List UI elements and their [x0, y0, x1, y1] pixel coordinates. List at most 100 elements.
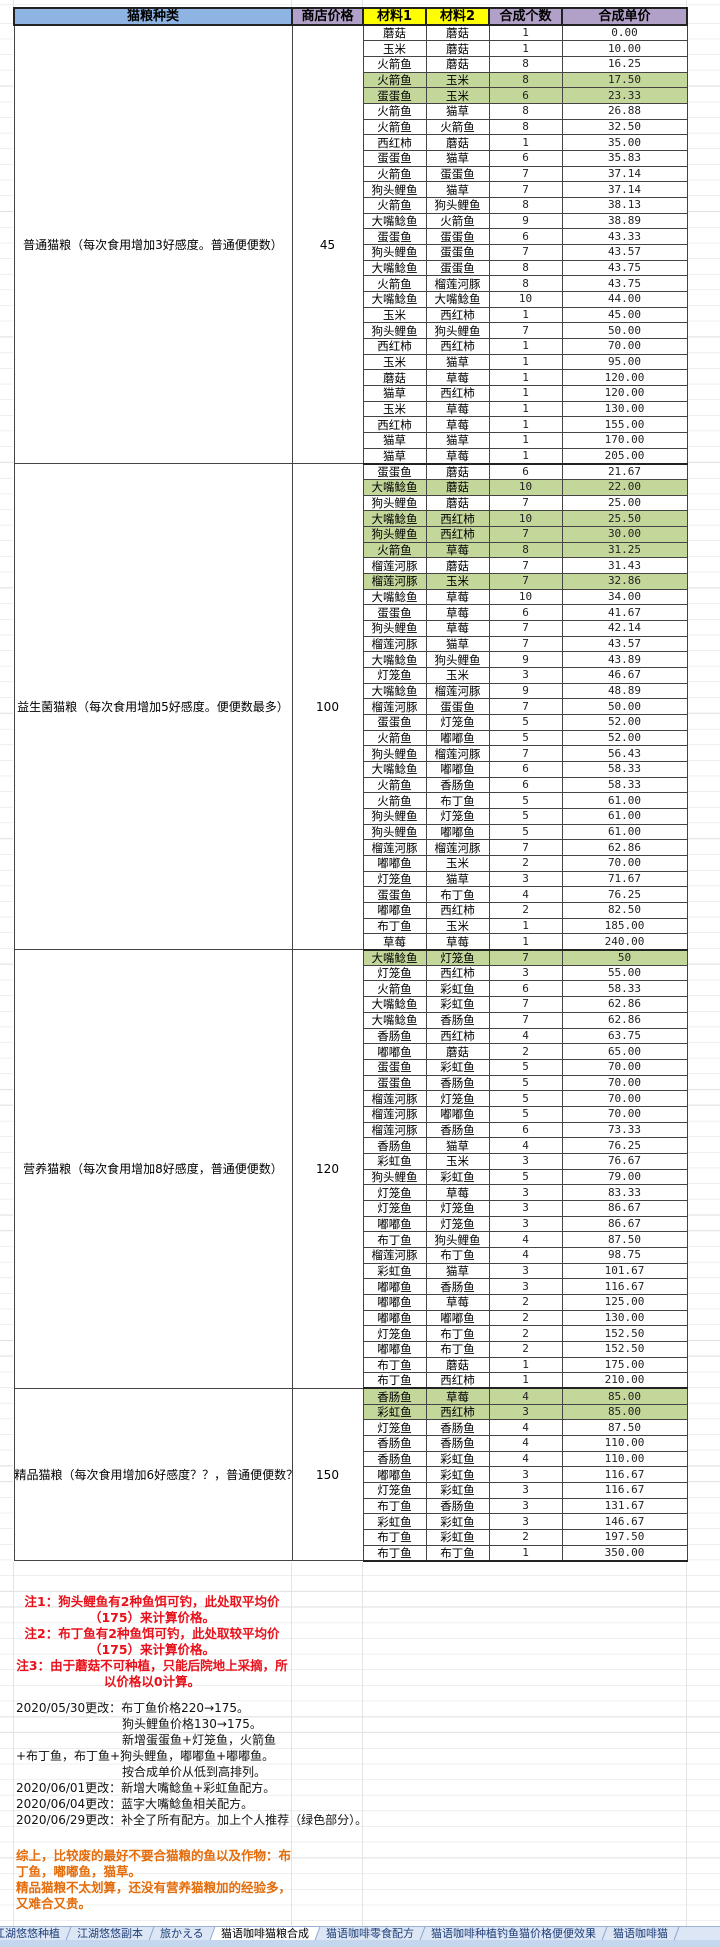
synth-count-cell[interactable]: 7 — [488, 165, 563, 183]
synth-count-cell[interactable]: 2 — [488, 1529, 563, 1546]
material-1-cell[interactable]: 火箭鱼 — [362, 71, 427, 89]
synth-count-cell[interactable]: 3 — [488, 1481, 563, 1499]
material-1-cell[interactable]: 香肠鱼 — [362, 1137, 427, 1154]
material-1-cell[interactable]: 灯笼鱼 — [362, 1481, 427, 1499]
material-1-cell[interactable]: 火箭鱼 — [362, 102, 427, 120]
material-1-cell[interactable]: 蘑菇 — [362, 24, 427, 42]
unit-price-cell[interactable]: 50.00 — [561, 322, 688, 339]
material-1-cell[interactable]: 火箭鱼 — [362, 196, 427, 214]
material-2-cell[interactable]: 火箭鱼 — [425, 212, 490, 230]
unit-price-cell[interactable]: 73.33 — [561, 1121, 688, 1139]
material-2-cell[interactable]: 布丁鱼 — [425, 886, 490, 904]
synth-count-cell[interactable]: 1 — [488, 933, 563, 951]
synth-count-cell[interactable]: 1 — [488, 40, 563, 57]
material-1-cell[interactable]: 蛋蛋鱼 — [362, 714, 427, 731]
material-1-cell[interactable]: 狗头鲤鱼 — [362, 823, 427, 841]
unit-price-cell[interactable]: 86.67 — [561, 1215, 688, 1233]
material-1-cell[interactable]: 蛋蛋鱼 — [362, 228, 427, 245]
material-2-cell[interactable]: 蘑菇 — [425, 55, 490, 73]
unit-price-cell[interactable]: 79.00 — [561, 1168, 688, 1186]
material-1-cell[interactable]: 嘟嘟鱼 — [362, 1293, 427, 1311]
synth-count-cell[interactable]: 7 — [488, 996, 563, 1013]
unit-price-cell[interactable]: 46.67 — [561, 667, 688, 684]
unit-price-cell[interactable]: 35.83 — [561, 149, 688, 167]
material-1-cell[interactable]: 榴莲河豚 — [362, 839, 427, 857]
synth-count-cell[interactable]: 5 — [488, 1058, 563, 1076]
material-2-cell[interactable]: 香肠鱼 — [425, 1497, 490, 1515]
synth-count-cell[interactable]: 9 — [488, 651, 563, 669]
material-2-cell[interactable]: 草莓 — [425, 416, 490, 433]
material-1-cell[interactable]: 玉米 — [362, 353, 427, 371]
sheet-tab[interactable]: 猫语咖啡猫 — [602, 1927, 680, 1940]
material-1-cell[interactable]: 火箭鱼 — [362, 165, 427, 183]
synth-count-cell[interactable]: 2 — [488, 1340, 563, 1358]
material-2-cell[interactable]: 草莓 — [425, 588, 490, 606]
synth-count-cell[interactable]: 3 — [488, 667, 563, 684]
unit-price-cell[interactable]: 101.67 — [561, 1262, 688, 1280]
material-1-cell[interactable]: 蛋蛋鱼 — [362, 1074, 427, 1092]
material-2-cell[interactable]: 彩虹鱼 — [425, 1529, 490, 1546]
material-2-cell[interactable]: 猫草 — [425, 181, 490, 198]
material-1-cell[interactable]: 草莓 — [362, 933, 427, 951]
synth-count-cell[interactable]: 8 — [488, 71, 563, 89]
material-2-cell[interactable]: 猫草 — [425, 635, 490, 653]
unit-price-cell[interactable]: 210.00 — [561, 1372, 688, 1390]
synth-count-cell[interactable]: 4 — [488, 1434, 563, 1452]
unit-price-cell[interactable]: 110.00 — [561, 1434, 688, 1452]
synth-count-cell[interactable]: 9 — [488, 682, 563, 700]
material-1-cell[interactable]: 狗头鲤鱼 — [362, 808, 427, 825]
synth-count-cell[interactable]: 1 — [488, 1356, 563, 1374]
material-2-cell[interactable]: 彩虹鱼 — [425, 980, 490, 998]
unit-price-cell[interactable]: 34.00 — [561, 588, 688, 606]
header-material-1[interactable]: 材料1 — [362, 7, 427, 26]
sheet-tab[interactable]: 江湖悠悠副本 — [66, 1927, 155, 1940]
unit-price-cell[interactable]: 76.67 — [561, 1152, 688, 1170]
synth-count-cell[interactable]: 1 — [488, 1544, 563, 1562]
synth-count-cell[interactable]: 7 — [488, 181, 563, 198]
changelog-line[interactable]: 2020/06/01更改：新增大嘴鲶鱼+彩虹鱼配方。 — [16, 1781, 276, 1795]
material-2-cell[interactable]: 草莓 — [425, 1184, 490, 1201]
synth-count-cell[interactable]: 1 — [488, 1372, 563, 1390]
material-1-cell[interactable]: 火箭鱼 — [362, 792, 427, 810]
sheet-tab[interactable]: 江湖悠悠种植 — [0, 1927, 72, 1940]
unit-price-cell[interactable]: 25.50 — [561, 510, 688, 527]
unit-price-cell[interactable]: 70.00 — [561, 1058, 688, 1076]
cat-food-type[interactable]: 精品猫粮（每次食用增加6好感度？？，普通便便数？？） — [13, 1387, 293, 1562]
material-1-cell[interactable]: 灯笼鱼 — [362, 1199, 427, 1217]
synth-count-cell[interactable]: 6 — [488, 1121, 563, 1139]
material-1-cell[interactable]: 榴莲河豚 — [362, 573, 427, 590]
material-2-cell[interactable]: 西红柿 — [425, 510, 490, 527]
shop-price[interactable]: 120 — [291, 949, 364, 1389]
unit-price-cell[interactable]: 70.00 — [561, 855, 688, 872]
material-2-cell[interactable]: 榴莲河豚 — [425, 745, 490, 763]
changelog-line[interactable]: 2020/06/04更改：蓝字大嘴鲶鱼相关配方。 — [16, 1797, 254, 1811]
material-1-cell[interactable]: 玉米 — [362, 400, 427, 418]
synth-count-cell[interactable]: 5 — [488, 1074, 563, 1092]
material-2-cell[interactable]: 蘑菇 — [425, 1356, 490, 1374]
synth-count-cell[interactable]: 2 — [488, 1043, 563, 1060]
material-2-cell[interactable]: 榴莲河豚 — [425, 682, 490, 700]
synth-count-cell[interactable]: 10 — [488, 290, 563, 308]
material-2-cell[interactable]: 猫草 — [425, 353, 490, 371]
unit-price-cell[interactable]: 43.75 — [561, 259, 688, 277]
material-1-cell[interactable]: 大嘴鲶鱼 — [362, 478, 427, 496]
material-2-cell[interactable]: 嘟嘟鱼 — [425, 729, 490, 747]
material-1-cell[interactable]: 西红柿 — [362, 416, 427, 433]
synth-count-cell[interactable]: 2 — [488, 855, 563, 872]
synth-count-cell[interactable]: 7 — [488, 949, 563, 966]
unit-price-cell[interactable]: 116.67 — [561, 1278, 688, 1295]
material-1-cell[interactable]: 大嘴鲶鱼 — [362, 259, 427, 277]
synth-count-cell[interactable]: 4 — [488, 1450, 563, 1468]
unit-price-cell[interactable]: 37.14 — [561, 165, 688, 183]
material-2-cell[interactable]: 西红柿 — [425, 1027, 490, 1045]
material-1-cell[interactable]: 嘟嘟鱼 — [362, 902, 427, 919]
unit-price-cell[interactable]: 61.00 — [561, 823, 688, 841]
synth-count-cell[interactable]: 7 — [488, 635, 563, 653]
material-2-cell[interactable]: 草莓 — [425, 1293, 490, 1311]
changelog-line[interactable]: +布丁鱼，布丁鱼+狗头鲤鱼，嘟嘟鱼+嘟嘟鱼。 — [16, 1749, 275, 1763]
unit-price-cell[interactable]: 48.89 — [561, 682, 688, 700]
material-2-cell[interactable]: 西红柿 — [425, 526, 490, 543]
synth-count-cell[interactable]: 2 — [488, 1309, 563, 1327]
material-1-cell[interactable]: 狗头鲤鱼 — [362, 494, 427, 512]
material-1-cell[interactable]: 大嘴鲶鱼 — [362, 996, 427, 1013]
